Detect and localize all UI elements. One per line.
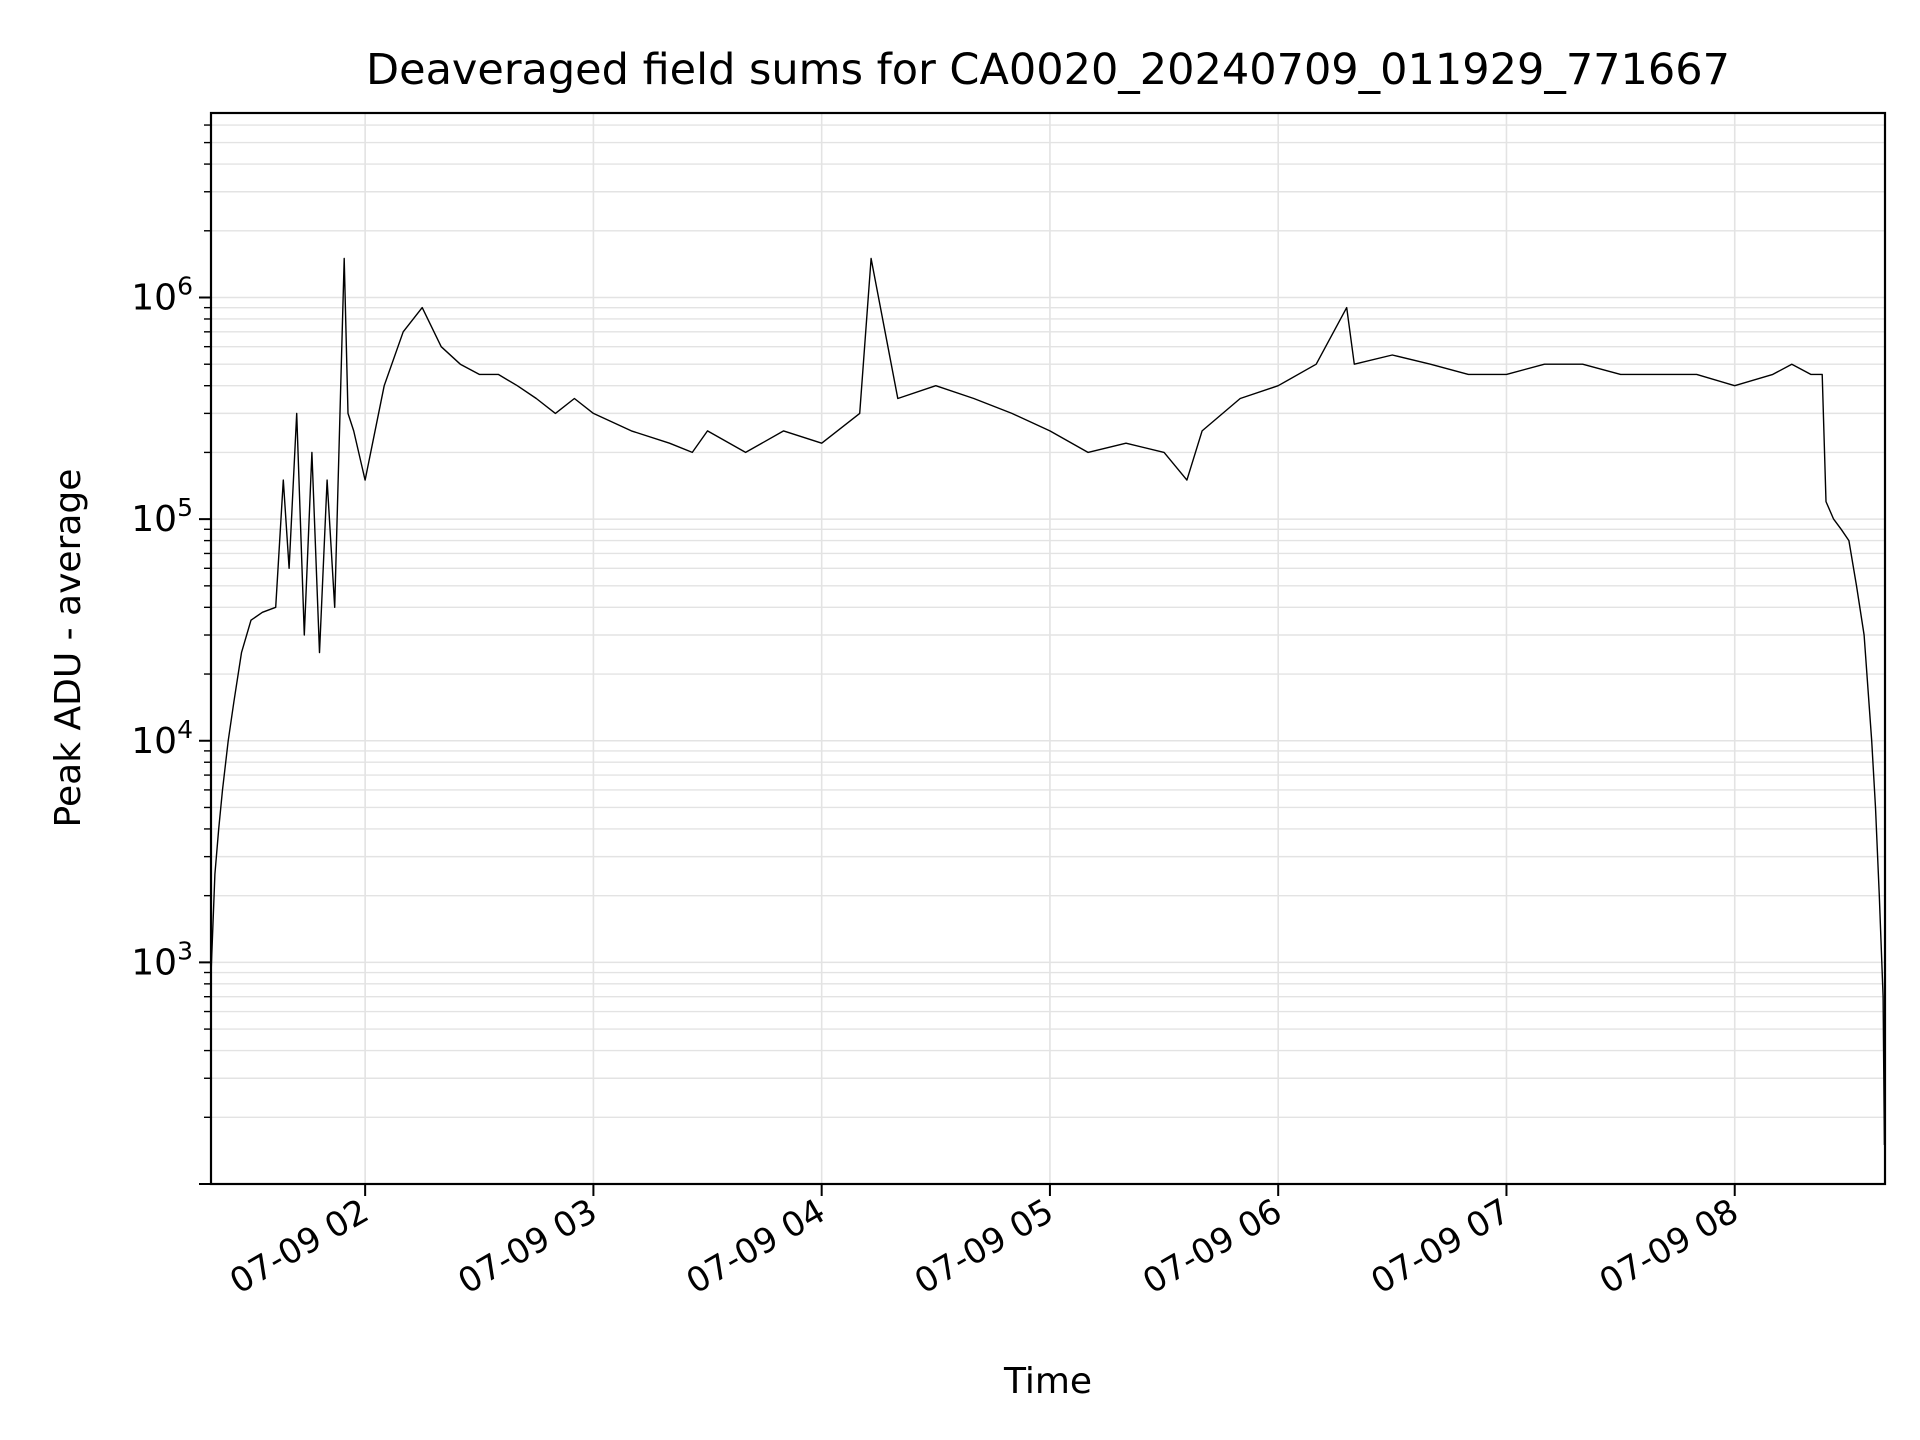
y-axis-label: Peak ADU - average — [48, 469, 89, 828]
x-tick-label: 07-09 03 — [452, 1191, 604, 1302]
x-axis-ticks: 07-09 02 07-09 03 07-09 04 07-09 05 07-09 06… — [223, 1184, 1745, 1302]
y-tick-label: 105 — [131, 493, 193, 540]
x-tick-label: 07-09 02 — [223, 1191, 375, 1302]
y-axis-ticks: 103 104 105 106 — [131, 124, 211, 1185]
x-tick-label: 07-09 07 — [1365, 1191, 1517, 1302]
grid-layer — [211, 113, 1885, 1185]
y-tick-label: 104 — [131, 715, 193, 762]
y-tick-label: 103 — [131, 936, 193, 983]
x-tick-label: 07-09 06 — [1136, 1191, 1288, 1302]
chart-title: Deaveraged field sums for CA0020_2024070… — [366, 45, 1730, 95]
y-tick-label: 106 — [131, 272, 193, 319]
series-layer — [210, 257, 1886, 1146]
x-axis-label: Time — [1003, 1361, 1092, 1402]
x-tick-label: 07-09 08 — [1593, 1191, 1745, 1302]
x-tick-label: 07-09 05 — [908, 1191, 1060, 1302]
series-line — [210, 257, 1886, 1146]
plot-frame — [209, 111, 1887, 1186]
x-tick-label: 07-09 04 — [680, 1191, 832, 1302]
